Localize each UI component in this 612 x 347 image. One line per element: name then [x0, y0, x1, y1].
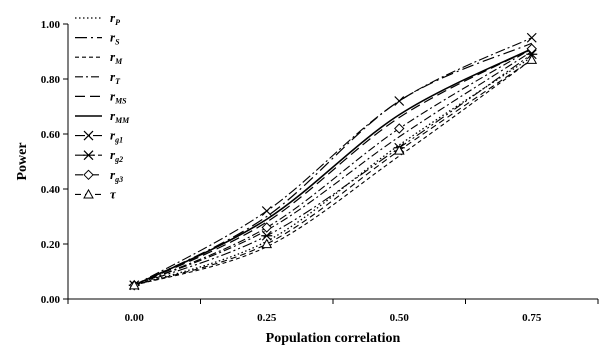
data-point-tau — [393, 144, 405, 155]
series-line-r-ms — [133, 48, 533, 286]
legend-marker-r-g2 — [83, 150, 94, 161]
data-point-tau — [128, 279, 140, 290]
x-tick-label: 0.25 — [257, 312, 277, 324]
data-point-r-g1 — [261, 206, 272, 216]
y-tick-label: 1.00 — [41, 19, 61, 31]
legend-marker-r-g3 — [83, 169, 94, 181]
series-line-r-g3 — [134, 48, 533, 286]
legend-entry-r-mm: rMM — [110, 108, 130, 125]
legend-entry-r-ms: rMS — [110, 88, 127, 105]
legend-marker-r-g1 — [83, 130, 94, 141]
legend-entry-tau: τ — [110, 186, 117, 201]
legend: rP rS rM rT rMS rMM rg1 rg2 rg3 τ — [75, 10, 130, 201]
series-line-tau — [134, 59, 533, 286]
y-tick-label: 0.20 — [41, 239, 61, 251]
data-point-r-g3 — [261, 222, 272, 233]
data-point-r-g2 — [261, 230, 273, 241]
y-tick-label: 0.60 — [41, 129, 61, 141]
x-tick-label: 0.00 — [125, 312, 145, 324]
series-line-r-g1 — [133, 37, 532, 286]
legend-entry-r-s: rS — [110, 30, 120, 47]
series-line-r-mm — [133, 48, 533, 286]
y-tick-label: 0.00 — [41, 294, 61, 306]
legend-entry-r-g1: rg1 — [110, 128, 123, 145]
series-markers — [128, 32, 538, 291]
x-tick-label: 0.50 — [390, 312, 410, 324]
x-axis-label: Population correlation — [266, 331, 401, 346]
legend-entry-r-t: rT — [110, 69, 121, 86]
series-line-r-p — [134, 56, 533, 286]
data-point-r-g1 — [394, 96, 405, 106]
legend-entry-r-p: rP — [110, 10, 120, 27]
data-point-r-g3 — [394, 123, 405, 134]
x-tick-label: 0.75 — [522, 312, 542, 324]
series-line-r-g2 — [134, 53, 533, 286]
y-tick-label: 0.40 — [41, 184, 61, 196]
y-axis-label: Power — [15, 142, 30, 180]
legend-entry-r-m: rM — [110, 49, 123, 66]
series-lines — [133, 37, 533, 286]
series-line-r-t — [134, 51, 533, 286]
data-point-r-g1 — [526, 32, 537, 43]
data-point-tau — [261, 238, 273, 249]
legend-marker-tau — [83, 188, 94, 199]
data-point-r-g3 — [526, 43, 537, 54]
data-point-tau — [526, 54, 538, 64]
legend-entry-r-g3: rg3 — [110, 167, 123, 184]
legend-entry-r-g2: rg2 — [110, 147, 123, 164]
series-line-r-m — [134, 59, 533, 286]
series-line-r-s — [133, 42, 532, 286]
y-tick-label: 0.80 — [41, 74, 61, 86]
axes: 0.00 0.20 0.40 0.60 0.80 1.00 0.00 0.25 0.50 0.75 — [41, 19, 599, 324]
